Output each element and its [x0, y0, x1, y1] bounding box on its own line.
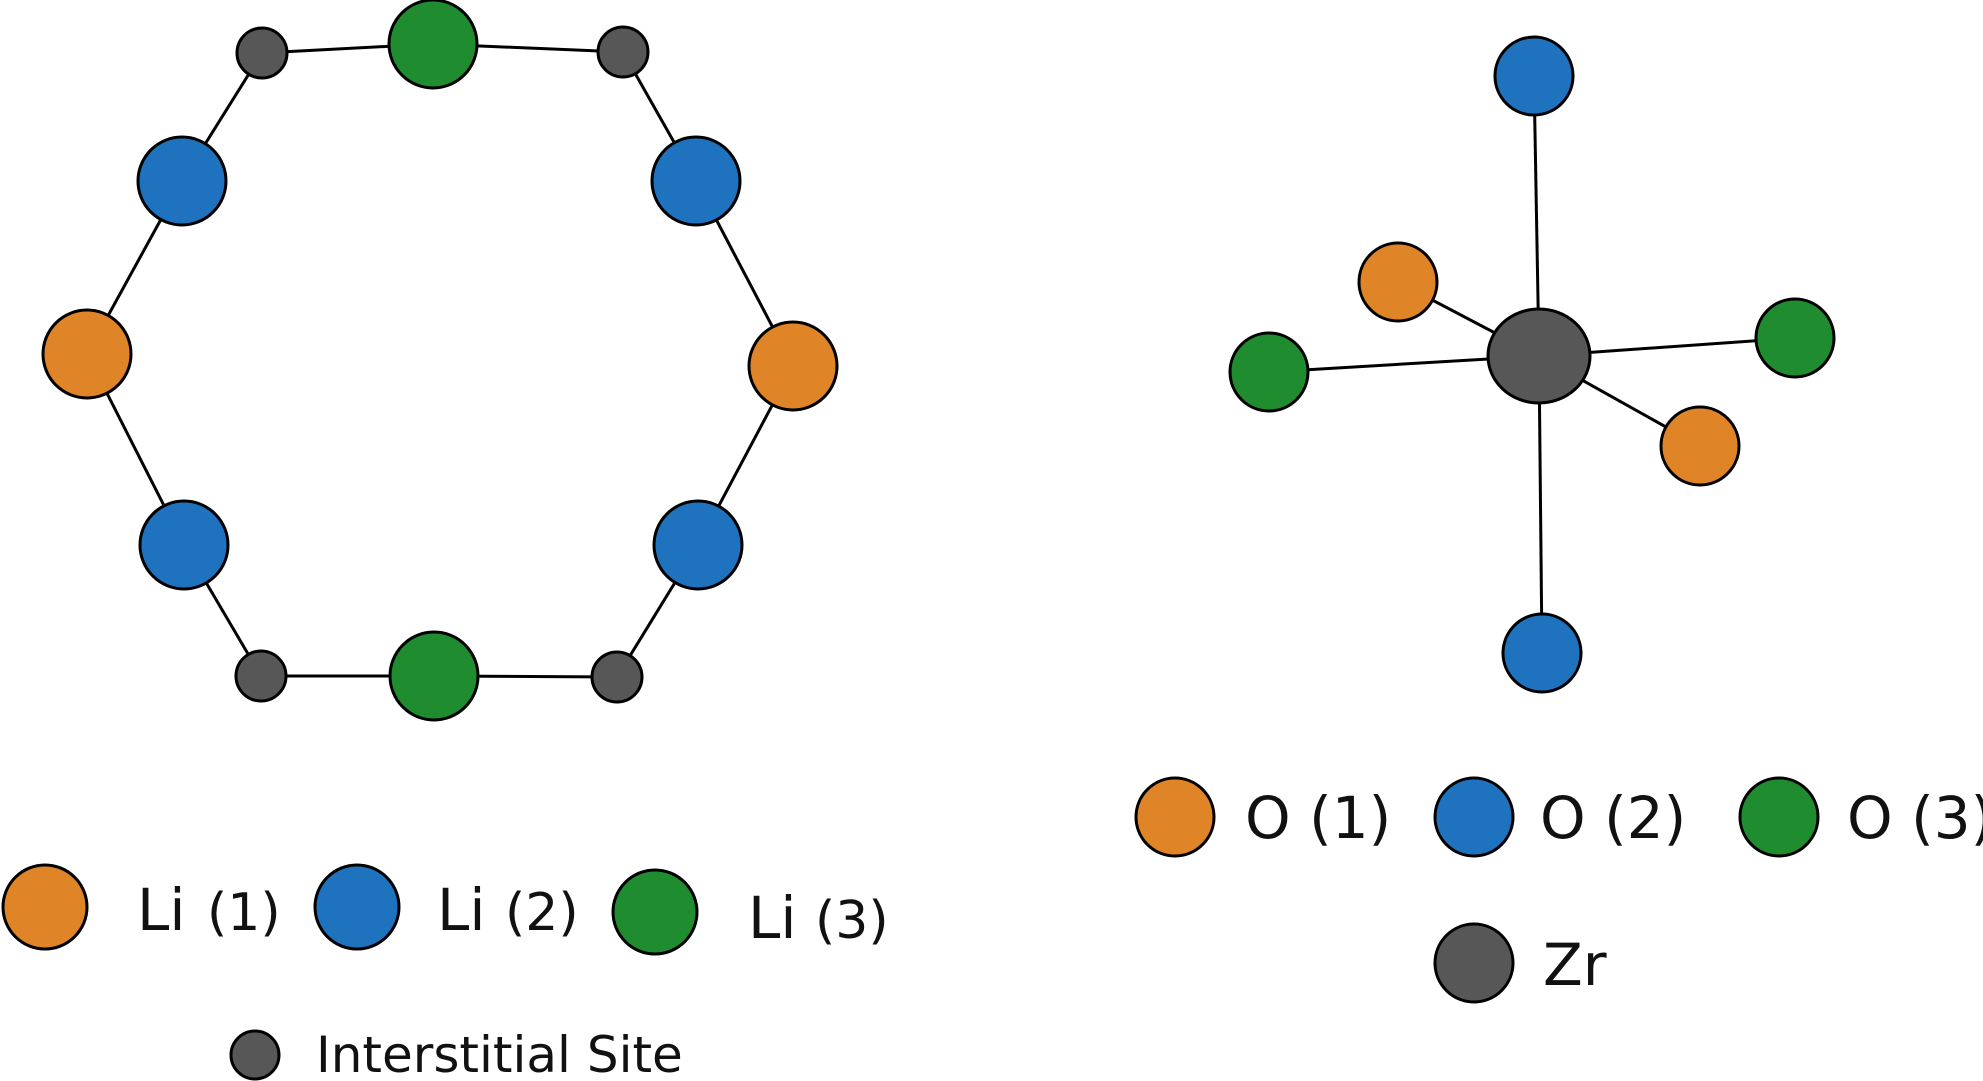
legend-li2-symbol: Li: [437, 876, 485, 944]
o1-atom: [1659, 405, 1741, 487]
zr-center-atom: [1486, 307, 1592, 405]
legend-li3: Li (3): [611, 868, 889, 956]
legend-li2: Li (2): [313, 863, 579, 951]
o3-atom: [1754, 297, 1836, 379]
li2-atom: [136, 135, 228, 227]
li1-atom: [41, 308, 133, 400]
oxygen-ligands: [1228, 35, 1836, 694]
legend-interstitial-label: Interstitial Site: [316, 1026, 683, 1081]
legend-o1-label: O (1): [1245, 784, 1391, 852]
legend-li3-swatch: [611, 868, 699, 956]
legend-li1: Li (1): [1, 863, 281, 951]
interstitial-site-atom: [590, 650, 644, 704]
legend-li2-swatch: [313, 863, 401, 951]
legend-zr-label: Zr: [1543, 931, 1607, 999]
li2-atom: [650, 135, 742, 227]
interstitial-site-atom: [235, 26, 289, 80]
legend-zr: Zr: [1433, 922, 1607, 1004]
o2-atom: [1493, 35, 1575, 117]
li3-atom: [387, 0, 479, 90]
o1-atom: [1357, 241, 1439, 323]
li2-atom: [652, 499, 744, 591]
legend-zr-o: O (1) O (2) O (3) Zr: [1134, 776, 1983, 1004]
legend-o3-label: O (3): [1847, 784, 1983, 852]
legend-li1-swatch: [1, 863, 89, 951]
zr-octahedron: [1228, 35, 1836, 694]
li2-atom: [138, 499, 230, 591]
legend-li1-symbol: Li: [137, 876, 185, 944]
legend-li3-symbol: Li: [748, 884, 796, 952]
legend-o1: O (1): [1134, 776, 1391, 858]
legend-li: Li (1) Li (2) Li (3) Interstitial Site: [1, 863, 889, 1081]
legend-li1-index: (1): [207, 883, 281, 943]
legend-zr-swatch: [1433, 922, 1515, 1004]
interstitial-site-atom: [596, 25, 650, 79]
li-hexagon-ring: [41, 0, 839, 722]
legend-o1-swatch: [1134, 776, 1216, 858]
legend-o3-swatch: [1738, 776, 1820, 858]
o3-atom: [1228, 331, 1310, 413]
legend-li2-index: (2): [505, 883, 579, 943]
legend-o3: O (3): [1738, 776, 1983, 858]
zr-o-bond: [1537, 355, 1544, 654]
o2-atom: [1501, 612, 1583, 694]
li3-atom: [388, 630, 480, 722]
legend-li3-index: (3): [815, 891, 889, 951]
interstitial-site-atom: [234, 649, 288, 703]
legend-interstitial: Interstitial Site: [229, 1026, 683, 1081]
legend-interstitial-swatch: [229, 1029, 281, 1081]
li1-atom: [747, 320, 839, 412]
legend-o2-label: O (2): [1540, 784, 1686, 852]
legend-o2: O (2): [1433, 776, 1686, 858]
ring-atoms: [41, 0, 839, 722]
legend-o2-swatch: [1433, 776, 1515, 858]
